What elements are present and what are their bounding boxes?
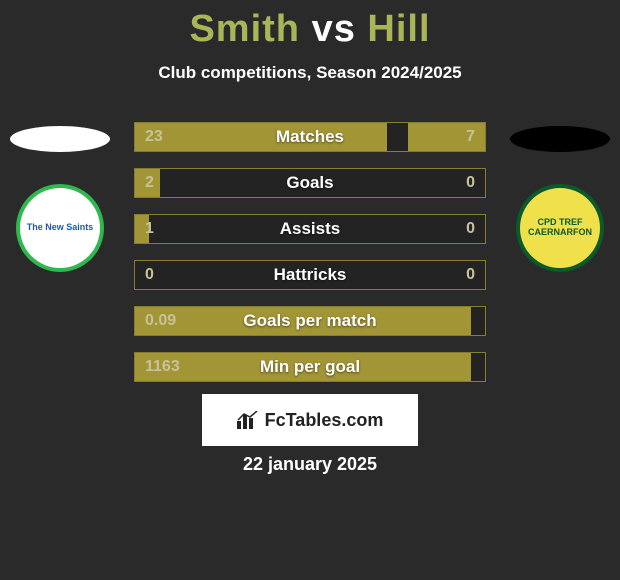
chart-icon	[237, 411, 259, 429]
stat-label: Min per goal	[135, 353, 485, 381]
stat-row: 0.09Goals per match	[134, 306, 486, 336]
stat-row: 20Goals	[134, 168, 486, 198]
stat-label: Goals per match	[135, 307, 485, 335]
comparison-title: Smith vs Hill	[0, 0, 620, 51]
left-team-block: The New Saints	[10, 126, 110, 272]
stat-label: Goals	[135, 169, 485, 197]
stat-row: 237Matches	[134, 122, 486, 152]
stat-label: Hattricks	[135, 261, 485, 289]
date-label: 22 january 2025	[0, 454, 620, 475]
stat-row: 10Assists	[134, 214, 486, 244]
right-crest-text: CPD TREF CAERNARFON	[526, 218, 594, 238]
title-player2: Hill	[367, 8, 430, 50]
stat-bars: 237Matches 20Goals 10Assists 00Hattricks 0.0…	[134, 122, 486, 398]
subtitle: Club competitions, Season 2024/2025	[0, 63, 620, 83]
title-vs: vs	[312, 8, 356, 50]
right-team-block: CPD TREF CAERNARFON	[510, 126, 610, 272]
right-ellipse	[510, 126, 610, 152]
logo-text: FcTables.com	[265, 410, 384, 431]
right-team-crest: CPD TREF CAERNARFON	[516, 184, 604, 272]
left-ellipse	[10, 126, 110, 152]
stat-row: 1163Min per goal	[134, 352, 486, 382]
left-crest-text: The New Saints	[27, 223, 94, 233]
stat-label: Assists	[135, 215, 485, 243]
left-team-crest: The New Saints	[16, 184, 104, 272]
fctables-logo: FcTables.com	[202, 394, 418, 446]
stat-row: 00Hattricks	[134, 260, 486, 290]
title-player1: Smith	[189, 8, 300, 50]
stat-label: Matches	[135, 123, 485, 151]
